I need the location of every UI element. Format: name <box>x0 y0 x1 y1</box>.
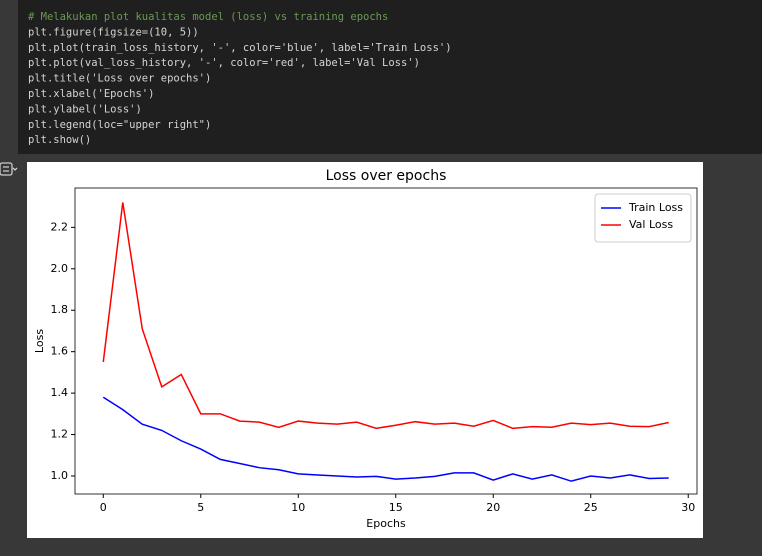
y-tick-label: 1.6 <box>51 345 69 358</box>
code-line: plt.show() <box>28 134 91 146</box>
series-line <box>102 202 669 430</box>
y-tick-label: 1.8 <box>51 303 69 316</box>
x-tick-label: 5 <box>197 501 204 514</box>
code-line: # Melakukan plot kualitas model (loss) v… <box>28 11 388 23</box>
y-tick-label: 1.0 <box>51 469 69 482</box>
chart-title: Loss over epochs <box>326 168 447 184</box>
x-tick-label: 25 <box>584 501 598 514</box>
code-line: plt.figure(figsize=(10, 5)) <box>28 26 199 38</box>
legend-label: Val Loss <box>629 218 673 231</box>
x-tick-label: 0 <box>100 501 107 514</box>
series-line <box>102 396 669 482</box>
code-cell <box>18 0 762 154</box>
code-line: plt.legend(loc="upper right") <box>28 119 211 131</box>
code-line: plt.ylabel('Loss') <box>28 103 142 115</box>
output-icon[interactable] <box>0 162 18 176</box>
x-tick-label: 20 <box>486 501 500 514</box>
x-axis-label: Epochs <box>366 517 406 530</box>
legend-label: Train Loss <box>628 201 683 214</box>
y-tick-label: 1.4 <box>51 386 69 399</box>
code-line: plt.title('Loss over epochs') <box>28 73 211 85</box>
x-tick-label: 15 <box>389 501 403 514</box>
y-axis-label: Loss <box>33 329 46 353</box>
x-tick-label: 10 <box>291 501 305 514</box>
code-line: plt.xlabel('Epochs') <box>28 88 154 100</box>
code-line: plt.plot(train_loss_history, '-', color=… <box>28 42 452 54</box>
x-tick-label: 30 <box>681 501 695 514</box>
y-tick-label: 2.0 <box>51 262 69 275</box>
legend-box <box>594 193 692 243</box>
y-tick-label: 1.2 <box>51 428 69 441</box>
code-line: plt.plot(val_loss_history, '-', color='r… <box>28 57 420 69</box>
axes-frame <box>74 187 698 495</box>
y-tick-label: 2.2 <box>51 220 69 233</box>
